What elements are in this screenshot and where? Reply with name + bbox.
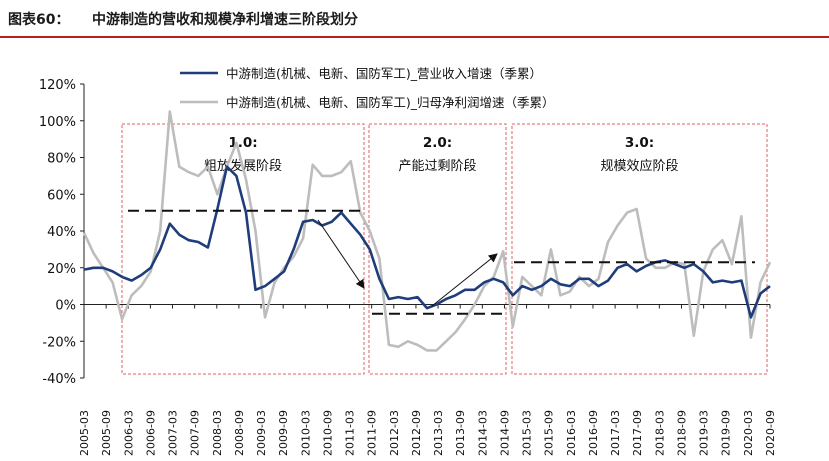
axes: 120% 100% 80% 60% 40% 20% 0% -20% -40% 2005-03 200…	[39, 78, 777, 456]
revenue-growth-line	[83, 165, 771, 319]
legend: 中游制造(机械、电新、国防军工)_营业收入增速（季累） 中游制造(机械、电新、国防…	[180, 66, 555, 110]
x-tick-label: 2017-09	[631, 410, 644, 456]
y-tick-label: -20%	[42, 335, 76, 350]
x-tick-label: 2008-09	[233, 410, 246, 456]
phase-label: 产能过剩阶段	[398, 159, 476, 174]
x-tick-label: 2006-09	[144, 410, 157, 456]
x-tick-label: 2013-03	[432, 410, 445, 456]
x-tick-label: 2013-09	[454, 410, 467, 456]
x-tick-label: 2012-09	[410, 410, 423, 456]
x-tick-label: 2005-09	[100, 410, 113, 456]
x-tick-label: 2012-03	[388, 410, 401, 456]
x-tick-label: 2018-09	[675, 410, 688, 456]
x-tick-label: 2016-03	[565, 410, 578, 456]
x-tick-label: 2011-09	[366, 410, 379, 456]
x-tick-label: 2015-03	[521, 410, 534, 456]
x-tick-label: 2020-03	[742, 410, 755, 456]
x-tick-label: 2020-09	[764, 410, 777, 456]
x-tick-label: 2014-03	[476, 410, 489, 456]
x-tick-label: 2009-09	[277, 410, 290, 456]
x-tick-label: 2014-09	[498, 410, 511, 456]
y-tick-label: 0%	[55, 299, 76, 314]
trend-arrow-up	[431, 253, 498, 307]
x-tick-label: 2007-09	[189, 410, 202, 456]
y-tick-label: -40%	[42, 372, 76, 387]
phase-label: 规模效应阶段	[600, 158, 678, 174]
figure-title: 中游制造的营收和规模净利增速三阶段划分	[92, 12, 358, 28]
legend-label: 中游制造(机械、电新、国防军工)_营业收入增速（季累）	[226, 66, 542, 81]
figure-number: 图表60：	[8, 12, 70, 28]
y-tick-label: 100%	[39, 115, 76, 130]
y-tick-label: 120%	[39, 78, 76, 93]
x-tick-label: 2019-09	[720, 410, 733, 456]
phase-box	[511, 123, 768, 375]
header-rule	[0, 36, 829, 38]
x-tick-label: 2018-03	[653, 410, 666, 456]
profit-growth-line	[82, 110, 772, 352]
phase-box	[368, 123, 507, 375]
y-tick-label: 40%	[47, 225, 76, 240]
figure-header: 图表60： 中游制造的营收和规模净利增速三阶段划分	[0, 0, 829, 32]
x-tick-label: 2006-03	[122, 410, 135, 456]
annotations	[128, 209, 755, 315]
y-tick-label: 20%	[47, 262, 76, 277]
phase-number: 3.0:	[625, 135, 654, 151]
x-tick-label: 2017-03	[609, 410, 622, 456]
x-tick-label: 2011-03	[344, 410, 357, 456]
x-tick-label: 2010-09	[321, 410, 334, 456]
trend-arrow-down	[317, 219, 365, 289]
x-tick-label: 2016-09	[587, 410, 600, 456]
x-tick-label: 2007-03	[167, 410, 180, 456]
x-tick-label: 2019-03	[698, 410, 711, 456]
x-tick-label: 2015-09	[543, 410, 556, 456]
phase-number: 2.0:	[423, 135, 452, 151]
x-tick-label: 2005-03	[78, 410, 91, 456]
x-tick-label: 2010-03	[299, 410, 312, 456]
phase-box	[121, 123, 365, 375]
y-tick-label: 80%	[47, 152, 76, 167]
x-tick-label: 2009-03	[255, 410, 268, 456]
x-tick-label: 2008-03	[211, 410, 224, 456]
y-tick-label: 60%	[47, 188, 76, 203]
legend-label: 中游制造(机械、电新、国防军工)_归母净利润增速（季累）	[226, 95, 555, 110]
